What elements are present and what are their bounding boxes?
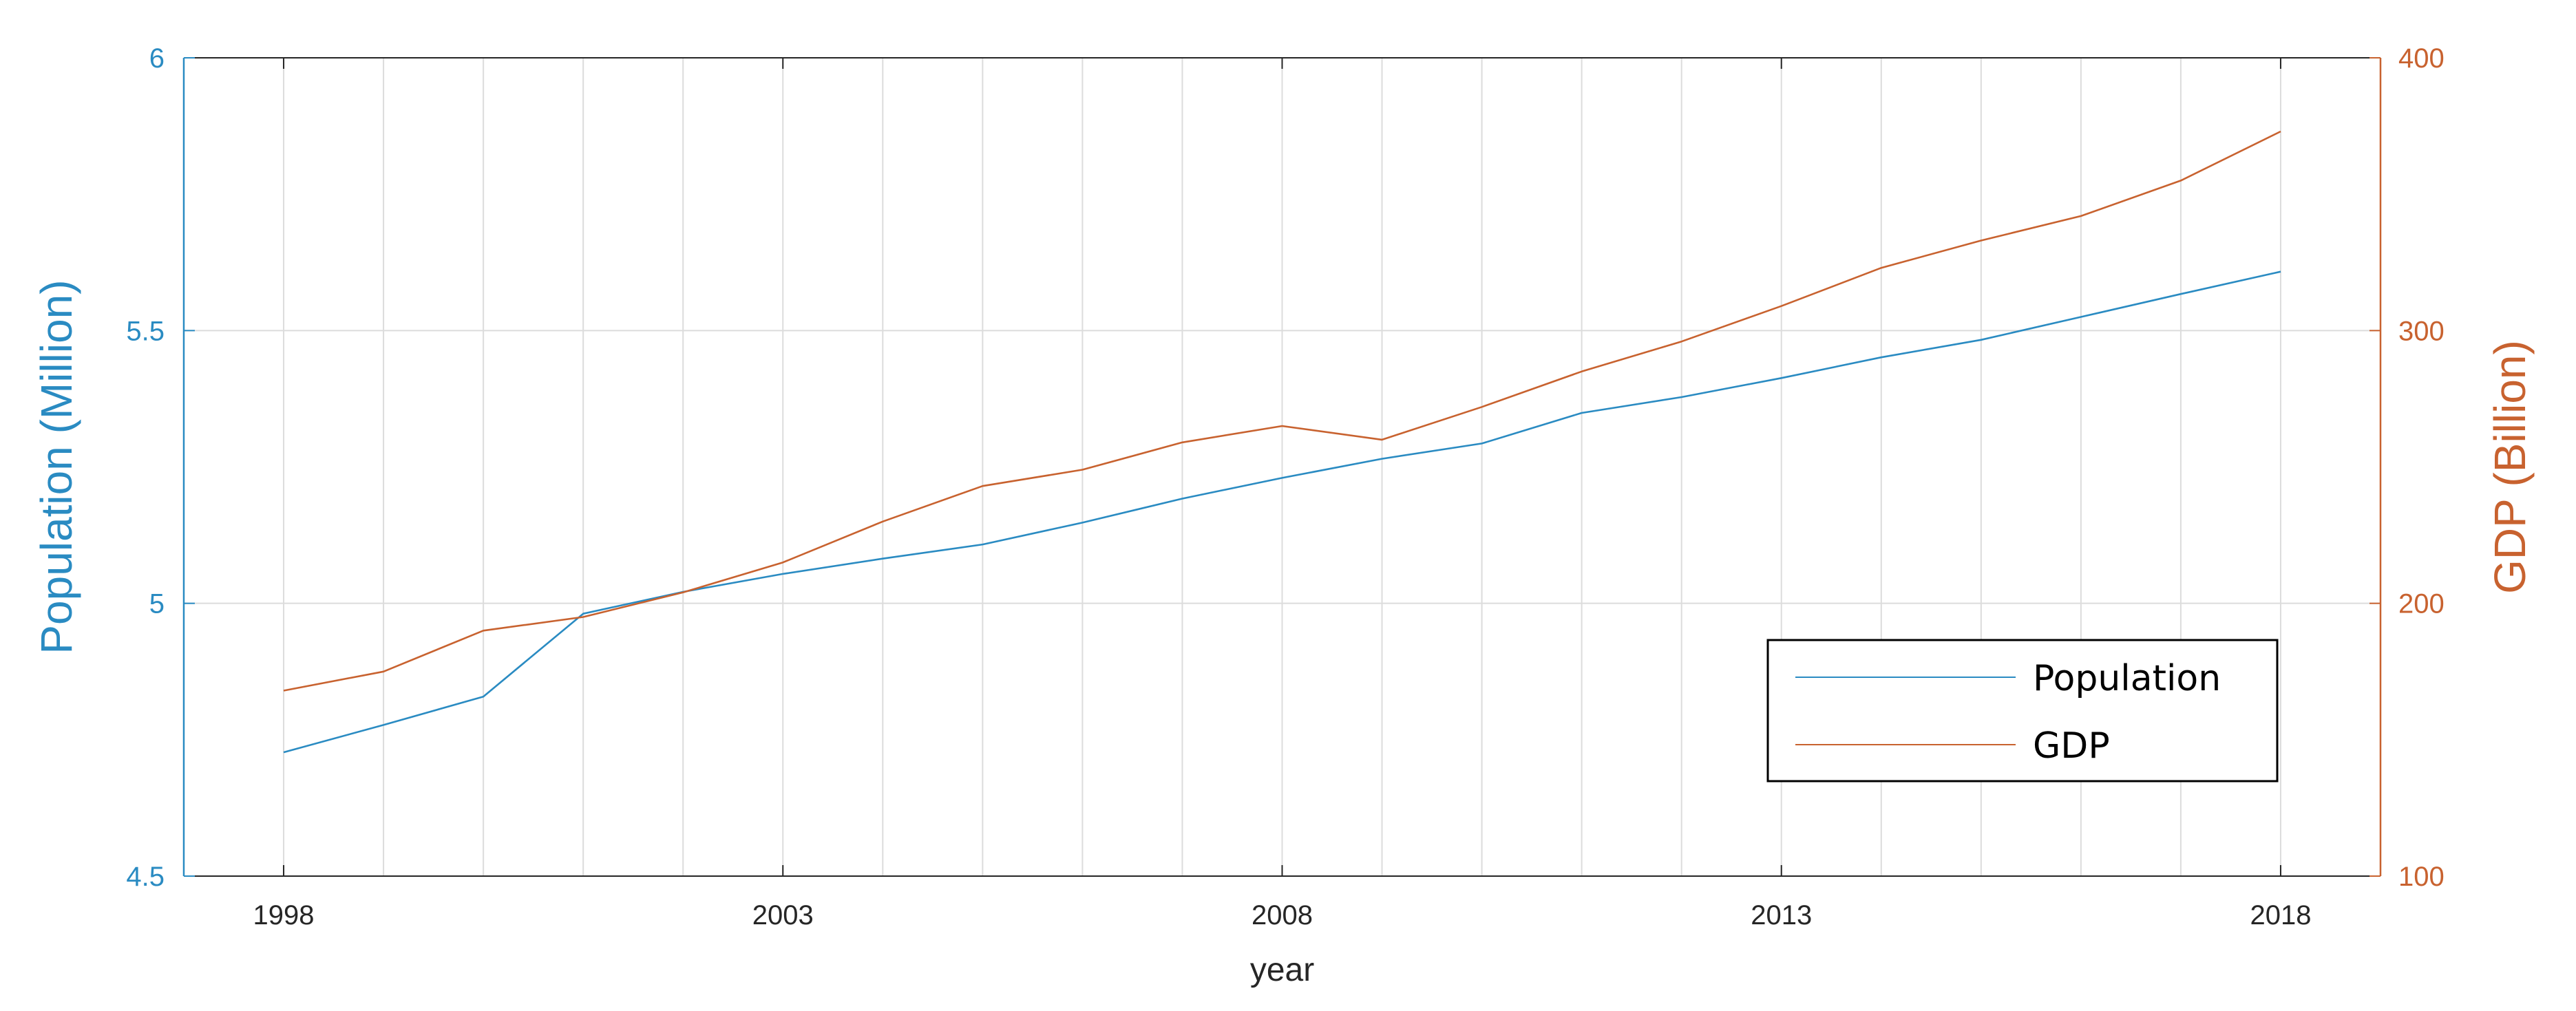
legend-label-population: Population bbox=[2033, 658, 2221, 699]
legend: Population GDP bbox=[1766, 639, 2279, 783]
series-line-gdp bbox=[283, 130, 2281, 692]
y-left-tick-label: 4.5 bbox=[126, 862, 165, 892]
y-left-tick-label: 5.5 bbox=[126, 316, 165, 346]
y-right-tick-label: 100 bbox=[2398, 862, 2445, 892]
series-lines bbox=[283, 130, 2281, 754]
y-right-tick-label: 300 bbox=[2398, 316, 2445, 346]
y-right-tick-label: 400 bbox=[2398, 43, 2445, 74]
y-left-tick-label: 5 bbox=[149, 589, 165, 619]
y-axis-left-title: Population (Million) bbox=[32, 279, 81, 654]
legend-label-gdp: GDP bbox=[2033, 725, 2110, 767]
x-tick-label: 2013 bbox=[1751, 900, 1812, 930]
x-tick-label: 2018 bbox=[2250, 900, 2311, 930]
legend-box bbox=[1766, 639, 2279, 783]
y-axis-right-title: GDP (Billion) bbox=[2485, 340, 2535, 594]
y-right-tick-label: 200 bbox=[2398, 589, 2445, 619]
axes: 4.5 5 5.5 6 100 200 300 400 1998 2003 2008 2013 2018 bbox=[126, 43, 2444, 930]
x-tick-label: 2003 bbox=[752, 900, 814, 930]
x-axis-title: year bbox=[1250, 952, 1314, 988]
y-left-tick-label: 6 bbox=[149, 43, 165, 74]
x-tick-label: 1998 bbox=[253, 900, 315, 930]
series-line-population bbox=[283, 270, 2281, 754]
x-tick-label: 2008 bbox=[1252, 900, 1313, 930]
